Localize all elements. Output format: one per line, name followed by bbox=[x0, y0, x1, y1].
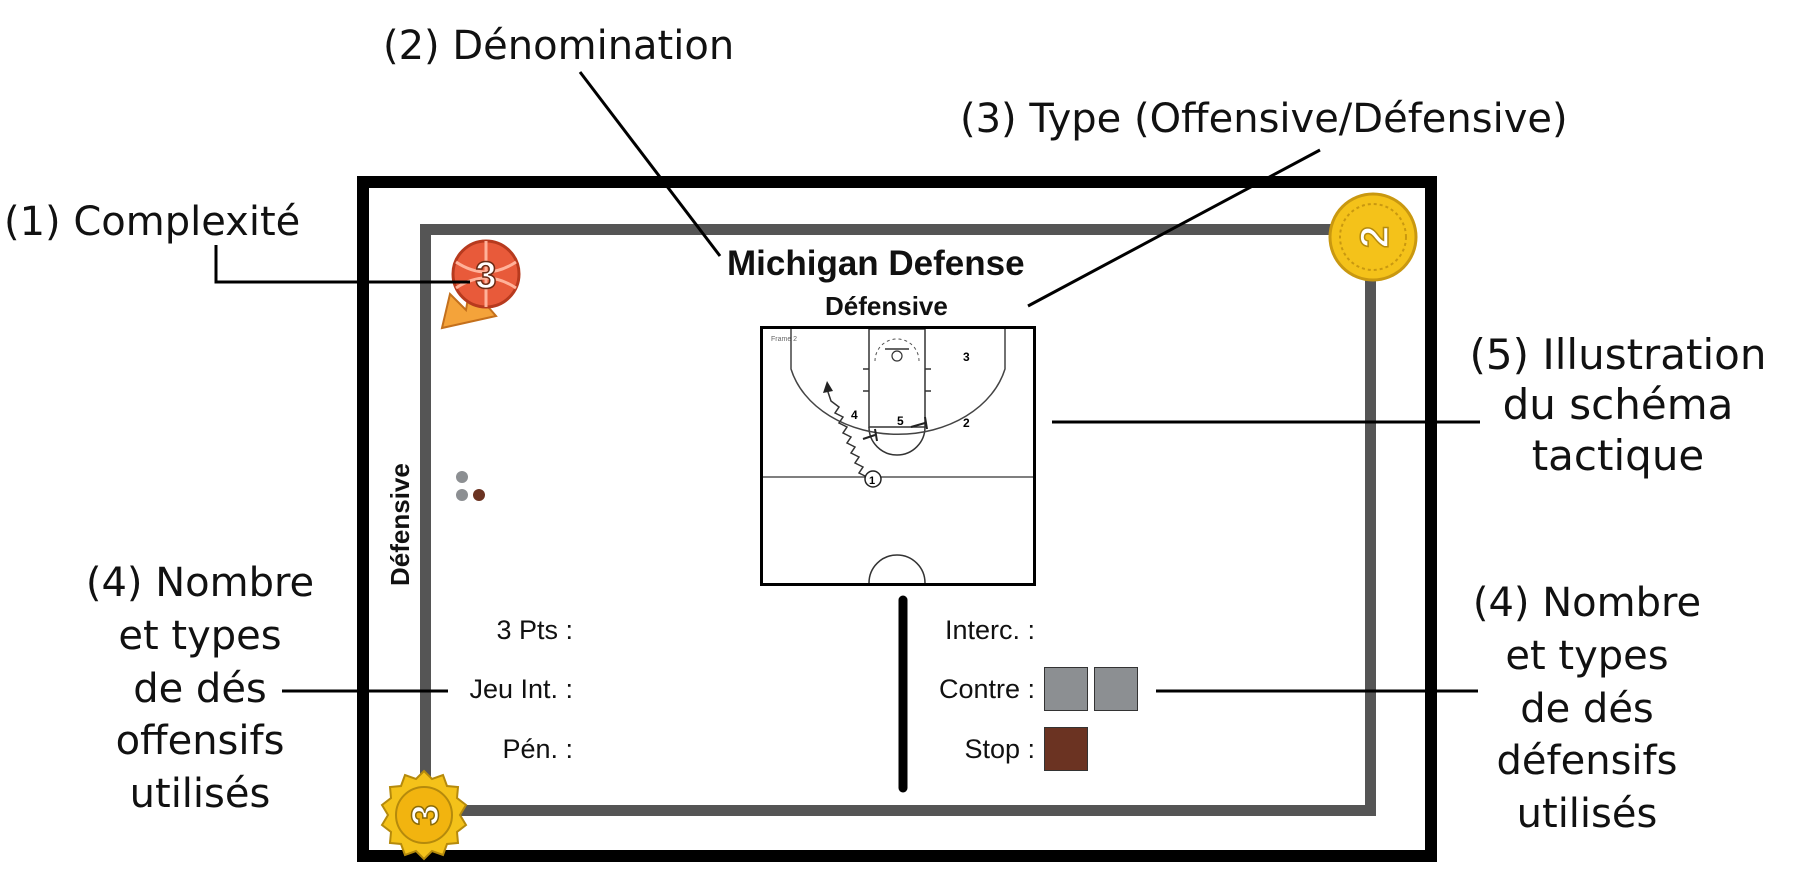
annotation-line: (4) Nombre bbox=[85, 560, 315, 606]
player-label: 5 bbox=[897, 414, 904, 428]
annotation-illustration: (5) Illustration du schéma tactique bbox=[1448, 330, 1788, 481]
annotation-line: de dés bbox=[133, 665, 267, 712]
die-gray bbox=[1044, 667, 1088, 711]
connector-complexity bbox=[214, 245, 470, 284]
court-svg: Frame 2 3 2 4 5 1 bbox=[763, 329, 1033, 583]
player-label: 3 bbox=[963, 350, 970, 364]
defense-stat-contre: Contre : bbox=[938, 674, 1035, 704]
die-gray bbox=[1094, 667, 1138, 711]
annotation-illustration-line: du schéma bbox=[1502, 380, 1734, 430]
dribble-arrow bbox=[823, 381, 833, 393]
player-label: 1 bbox=[869, 475, 875, 487]
top-right-coin-icon: 2 bbox=[1328, 192, 1418, 282]
connector-name bbox=[578, 71, 722, 257]
court-ft-circle-dash bbox=[874, 338, 920, 362]
court-diagram: Frame 2 3 2 4 5 1 bbox=[760, 326, 1036, 586]
offense-stat-jeu-int: Jeu Int. : bbox=[469, 674, 573, 704]
defense-stat-interc: Interc. : bbox=[944, 615, 1035, 645]
dot-gray bbox=[456, 489, 468, 501]
court-center-circle bbox=[868, 554, 926, 583]
annotation-type: (3) Type (Offensive/Défensive) bbox=[960, 96, 1568, 142]
court-caption: Frame 2 bbox=[771, 336, 797, 343]
defense-stat-stop: Stop : bbox=[964, 734, 1035, 764]
card-inner-border bbox=[420, 224, 1376, 816]
connector-type bbox=[1027, 148, 1321, 308]
die-brown bbox=[1044, 727, 1088, 771]
annotation-line: utilisés bbox=[129, 771, 271, 818]
bottom-left-coin-value: 3 bbox=[405, 804, 447, 825]
complexity-value: 3 bbox=[475, 255, 496, 297]
court-rim bbox=[891, 350, 903, 362]
annotation-line: de dés bbox=[1520, 685, 1654, 732]
court-key bbox=[868, 329, 926, 428]
annotation-illustration-line: (5) Illustration bbox=[1469, 330, 1767, 379]
card-title: Michigan Defense bbox=[727, 244, 1025, 283]
dice-legend-dots bbox=[456, 471, 485, 501]
annotation-line: utilisés bbox=[1516, 791, 1658, 838]
annotation-line: offensifs bbox=[115, 718, 285, 765]
court-three-point-arc bbox=[790, 329, 1006, 436]
complexity-ball-icon: 3 bbox=[440, 239, 521, 330]
dribble-path bbox=[826, 388, 868, 478]
offense-stat-3pts: 3 Pts : bbox=[496, 615, 573, 645]
annotation-complexity: (1) Complexité bbox=[4, 199, 301, 245]
annotation-name: (2) Dénomination bbox=[383, 23, 735, 69]
annotation-offensive-dice: (4) Nombre et types de dés offensifs uti… bbox=[55, 557, 345, 821]
player-ball-handler bbox=[864, 470, 882, 488]
annotation-line: (4) Nombre bbox=[1472, 580, 1702, 626]
bottom-left-coin-icon: 3 bbox=[380, 769, 468, 861]
annotation-illustration-line: tactique bbox=[1531, 430, 1705, 480]
dot-gray bbox=[456, 471, 468, 483]
offense-stat-pen: Pén. : bbox=[502, 734, 573, 764]
annotation-line: défensifs bbox=[1496, 738, 1678, 785]
card-type-label: Défensive bbox=[825, 291, 948, 321]
player-label: 4 bbox=[851, 408, 858, 422]
top-right-coin-value: 2 bbox=[1353, 226, 1397, 248]
annotation-defensive-dice: (4) Nombre et types de dés défensifs uti… bbox=[1437, 577, 1737, 841]
court-ft-circle bbox=[868, 426, 926, 456]
dot-brown bbox=[473, 489, 485, 501]
annotation-line: et types bbox=[118, 612, 282, 659]
annotation-line: et types bbox=[1505, 632, 1669, 679]
player-label: 2 bbox=[963, 416, 970, 430]
